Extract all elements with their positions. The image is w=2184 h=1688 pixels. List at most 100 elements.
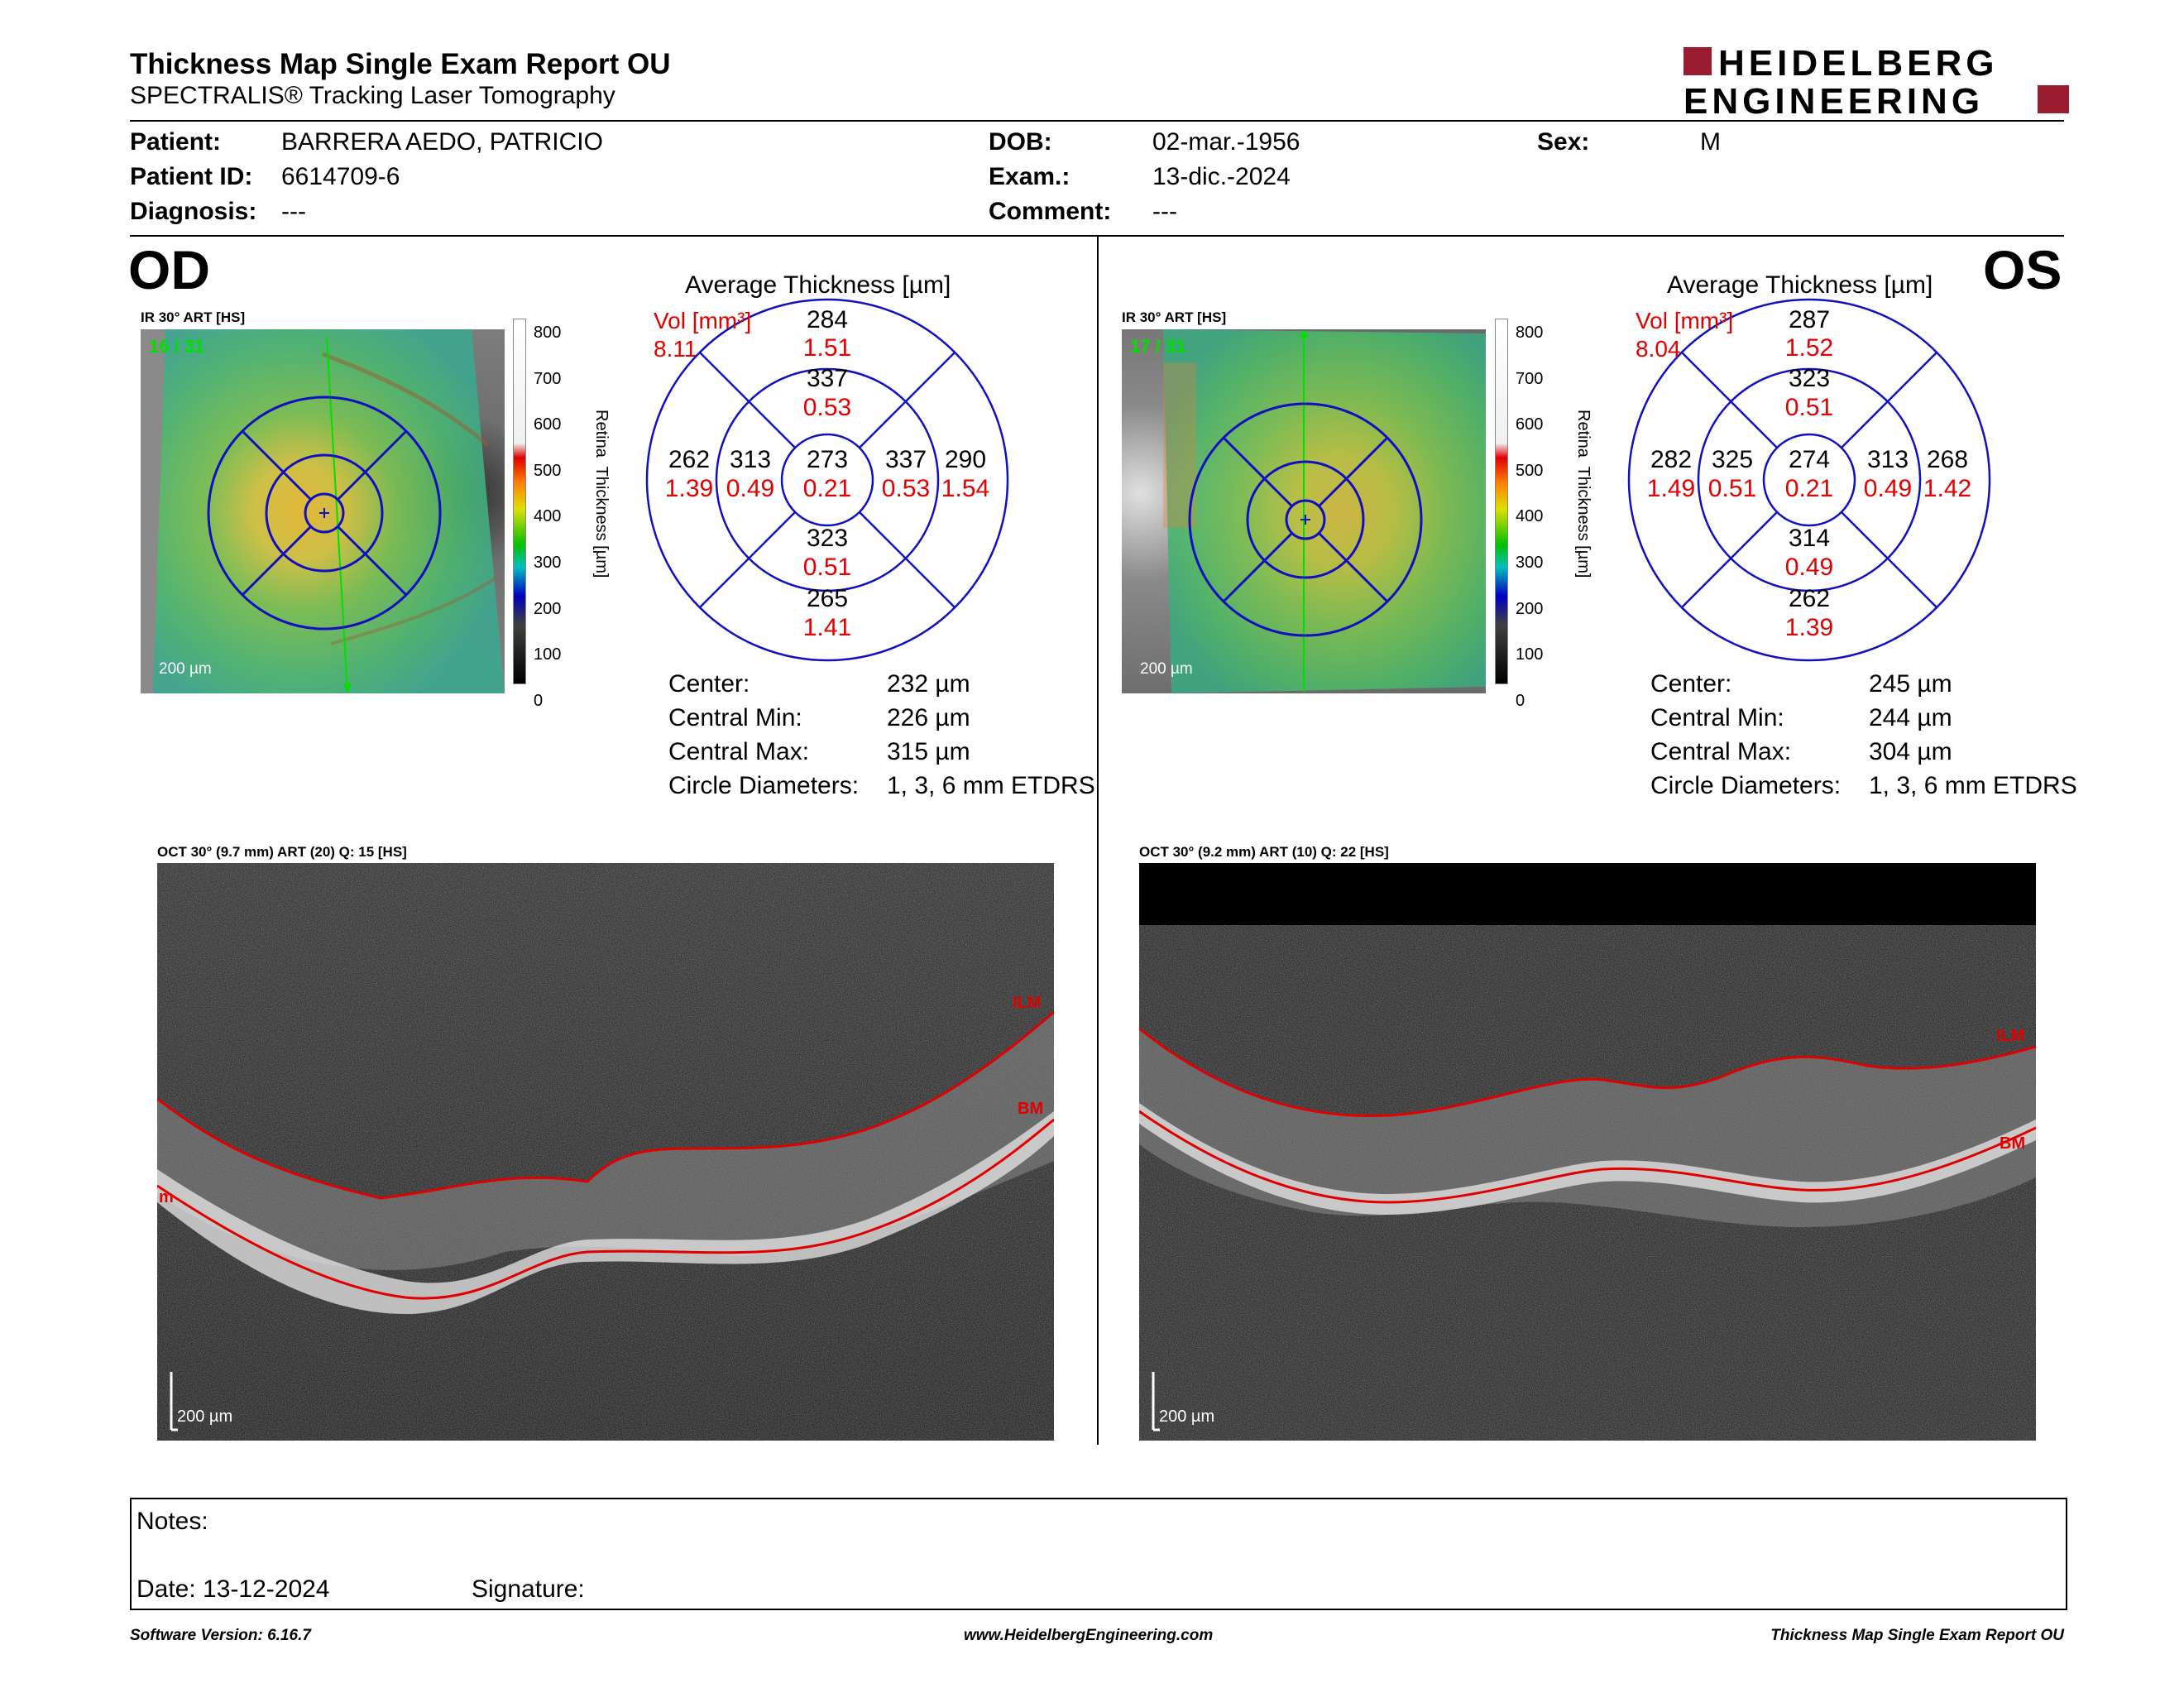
od-center-value: 232 µm (887, 670, 970, 698)
od-ilm-label: ILM (1013, 994, 1041, 1012)
os-inner-sup-thickness: 323 (1789, 365, 1830, 392)
od-frame-counter: 16 / 31 (149, 336, 205, 357)
header-divider (130, 120, 2064, 122)
dob-label: DOB: (989, 128, 1052, 156)
heidelberg-logo: HEIDELBERG ENGINEERING (1684, 46, 2069, 116)
od-inner-nas-volume: 0.53 (882, 475, 930, 502)
od-inner-inf-thickness: 323 (807, 525, 848, 552)
od-max-value: 315 µm (887, 738, 970, 765)
od-outer-inf-thickness: 265 (807, 585, 848, 612)
colorbar-tick: 200 (534, 599, 562, 618)
report-subtitle: SPECTRALIS® Tracking Laser Tomography (130, 82, 615, 109)
od-center-label: Center: (668, 670, 750, 698)
os-outer-nas-volume: 1.42 (1923, 475, 1971, 502)
od-outer-temp-volume: 1.39 (665, 475, 713, 502)
os-oct-label: OCT 30° (9.2 mm) ART (10) Q: 22 [HS] (1139, 844, 1389, 860)
os-map-scale: 200 µm (1140, 660, 1193, 678)
od-vol-label: Vol [mm³] (654, 308, 752, 333)
colorbar-tick: 400 (1516, 507, 1544, 526)
exam-value: 13-dic.-2024 (1152, 163, 1291, 190)
os-eye-label: OS (1983, 239, 2062, 300)
patient-divider (130, 235, 2064, 237)
od-min-value: 226 µm (887, 704, 970, 731)
od-colorbar: 800 700 600 500 400 300 200 100 0 Retina… (509, 319, 625, 710)
od-avg-title: Average Thickness [µm] (685, 271, 951, 299)
colorbar-tick: 800 (1516, 324, 1544, 342)
patient-id-label: Patient ID: (130, 163, 253, 190)
footer-website[interactable]: www.HeidelbergEngineering.com (964, 1627, 1214, 1644)
od-center-thickness: 273 (807, 446, 848, 473)
report-title: Thickness Map Single Exam Report OU (130, 48, 671, 80)
logo-line2: ENGINEERING (1684, 81, 1984, 116)
od-inner-inf-volume: 0.51 (803, 554, 851, 581)
diagnosis-label: Diagnosis: (130, 198, 257, 225)
od-ir-label: IR 30° ART [HS] (141, 309, 246, 325)
colorbar-tick: 0 (1516, 691, 1525, 710)
signature-label: Signature: (472, 1575, 585, 1603)
os-inner-nas-thickness: 313 (1867, 446, 1909, 473)
colorbar-tick: 800 (534, 324, 562, 342)
os-avg-title: Average Thickness [µm] (1667, 271, 1933, 299)
os-diam-value: 1, 3, 6 mm ETDRS (1869, 772, 2077, 799)
os-oct-scale: 200 µm (1159, 1407, 1214, 1426)
dob-value: 02-mar.-1956 (1152, 128, 1300, 156)
od-outer-inf-volume: 1.41 (803, 614, 851, 641)
od-thickness-map: 16 / 31 200 µm (141, 329, 505, 693)
notes-box[interactable]: Notes: Date: 13-12-2024 Signature: (130, 1498, 2067, 1610)
sex-label: Sex: (1537, 128, 1590, 156)
patient-value: BARRERA AEDO, PATRICIO (281, 128, 603, 156)
od-outer-nas-volume: 1.54 (941, 475, 989, 502)
os-thickness-map: 17 / 31 200 µm (1122, 329, 1486, 693)
os-inner-sup-volume: 0.51 (1785, 394, 1833, 421)
footer-software-version: Software Version: 6.16.7 (130, 1627, 311, 1644)
colorbar-tick: 600 (1516, 415, 1544, 434)
os-max-label: Central Max: (1650, 738, 1792, 765)
os-vol-total: 8.04 (1636, 336, 1681, 362)
os-outer-temp-volume: 1.49 (1647, 475, 1695, 502)
os-bm-label: BM (2000, 1134, 2025, 1153)
od-inner-temp-thickness: 313 (730, 446, 771, 473)
os-outer-nas-thickness: 268 (1927, 446, 1968, 473)
os-inner-inf-thickness: 314 (1789, 525, 1830, 552)
eye-divider (1097, 237, 1099, 1445)
colorbar-tick: 100 (1516, 645, 1544, 664)
notes-date: Date: 13-12-2024 (136, 1575, 330, 1603)
od-inner-sup-thickness: 337 (807, 365, 848, 392)
od-bm-left-label: m (159, 1188, 174, 1206)
od-diam-label: Circle Diameters: (668, 772, 860, 799)
colorbar-tick: 600 (534, 415, 562, 434)
colorbar-tick: 300 (534, 553, 562, 572)
colorbar-tick: 700 (534, 369, 562, 388)
os-max-value: 304 µm (1869, 738, 1952, 765)
os-oct-bscan: ILM BM 200 µm (1139, 863, 2036, 1441)
colorbar-tick: 500 (534, 461, 562, 480)
od-inner-nas-thickness: 337 (885, 446, 927, 473)
od-map-scale: 200 µm (159, 660, 212, 678)
os-ir-label: IR 30° ART [HS] (1122, 309, 1227, 325)
colorbar-tick: 200 (1516, 599, 1544, 618)
od-oct-label: OCT 30° (9.7 mm) ART (20) Q: 15 [HS] (157, 844, 407, 860)
os-etdrs-grid: 287 1.52 323 0.51 274 0.21 325 0.51 313 … (1627, 298, 1991, 662)
colorbar-tick: 700 (1516, 369, 1544, 388)
os-min-value: 244 µm (1869, 704, 1952, 731)
colorbar-tick: 300 (1516, 553, 1544, 572)
patient-label: Patient: (130, 128, 222, 156)
od-outer-sup-thickness: 284 (807, 306, 848, 333)
notes-label: Notes: (136, 1508, 208, 1535)
os-center-label: Center: (1650, 670, 1732, 698)
od-oct-bscan: ILM BM m 200 µm (157, 863, 1054, 1441)
colorbar-axis-label: Retina Thickness [µm] (1574, 410, 1592, 578)
os-outer-inf-volume: 1.39 (1785, 614, 1833, 641)
os-outer-sup-volume: 1.52 (1785, 334, 1833, 362)
os-outer-sup-thickness: 287 (1789, 306, 1830, 333)
od-outer-sup-volume: 1.51 (803, 334, 851, 362)
od-outer-nas-thickness: 290 (945, 446, 986, 473)
colorbar-tick: 0 (534, 691, 544, 710)
od-max-label: Central Max: (668, 738, 810, 765)
os-ilm-label: ILM (1996, 1027, 2024, 1045)
colorbar-axis-label: Retina Thickness [µm] (592, 410, 611, 578)
os-frame-counter: 17 / 31 (1130, 336, 1186, 357)
colorbar-tick: 400 (534, 507, 562, 526)
od-vol-total: 8.11 (654, 336, 697, 362)
os-vol-label: Vol [mm³] (1636, 308, 1734, 333)
